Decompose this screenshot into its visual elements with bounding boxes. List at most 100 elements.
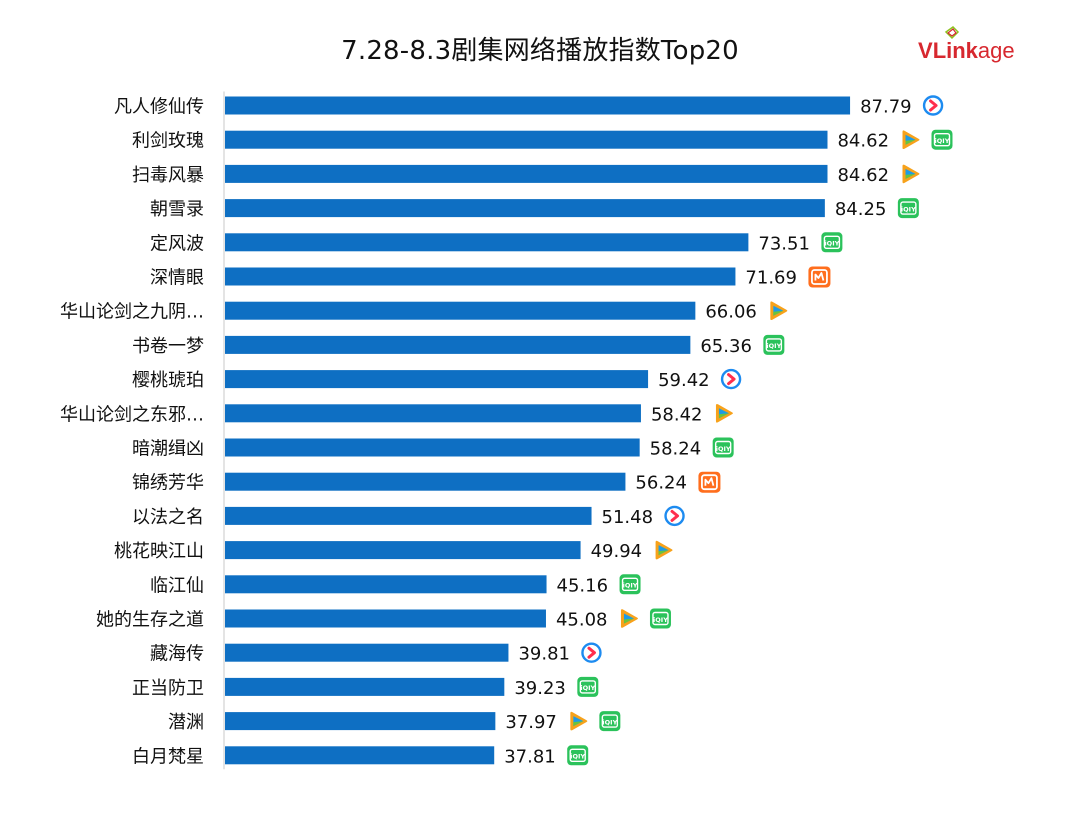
value-label: 39.81 — [518, 644, 570, 665]
bar — [225, 609, 546, 628]
bar — [225, 541, 581, 560]
iqiyi-icon: iQIY — [649, 608, 671, 629]
bar-row: 以法之名 51.48 — [132, 506, 654, 528]
bar-row: 凡人修仙传 87.79 — [114, 96, 912, 118]
value-label: 84.62 — [837, 131, 889, 152]
value-label: 58.42 — [651, 404, 703, 425]
category-label: 白月梵星 — [132, 746, 204, 767]
svg-text:iQIY: iQIY — [901, 205, 916, 213]
bar — [225, 677, 505, 696]
bar-row: 桃花映江山 49.94 — [114, 541, 642, 562]
svg-text:iQIY: iQIY — [623, 582, 638, 590]
bar-row: 潜渊 37.97 — [168, 712, 557, 733]
tencent-video-icon — [902, 164, 920, 184]
svg-text:iQIY: iQIY — [580, 684, 595, 692]
tencent-video-icon — [570, 711, 588, 731]
youku-icon — [720, 368, 742, 390]
bar — [225, 335, 691, 354]
iqiyi-icon: iQIY — [567, 745, 589, 766]
bar-row: 锦绣芳华 56.24 — [132, 472, 687, 494]
value-label: 37.81 — [504, 746, 556, 767]
svg-text:iQIY: iQIY — [570, 753, 585, 761]
vlinkage-logo: VLinkage — [918, 26, 1028, 66]
bar — [225, 472, 626, 491]
value-label: 65.36 — [700, 336, 752, 357]
category-label: 定风波 — [150, 233, 204, 254]
value-label: 56.24 — [635, 473, 687, 494]
category-label: 锦绣芳华 — [132, 473, 204, 494]
bar-row: 定风波 73.51 — [150, 233, 810, 254]
bar — [225, 506, 592, 525]
bar-row: 白月梵星 37.81 — [132, 746, 556, 767]
bar-row: 樱桃琥珀 59.42 — [132, 370, 710, 391]
value-label: 58.24 — [650, 439, 702, 460]
svg-text:iQIY: iQIY — [766, 342, 781, 350]
svg-text:iQIY: iQIY — [935, 137, 950, 145]
iqiyi-icon: iQIY — [931, 129, 953, 150]
youku-icon — [581, 642, 602, 663]
bar — [225, 438, 640, 457]
value-label: 66.06 — [705, 302, 757, 323]
category-label: 深情眼 — [150, 268, 204, 289]
category-label: 华山论剑之东邪… — [60, 404, 204, 425]
category-label: 她的生存之道 — [96, 610, 204, 631]
category-label: 华山论剑之九阴… — [60, 302, 204, 323]
category-label: 凡人修仙传 — [114, 97, 204, 118]
bar-row: 华山论剑之东邪… 58.42 — [60, 404, 702, 425]
category-label: 利剑玫瑰 — [132, 131, 204, 152]
bar — [225, 712, 496, 731]
bar — [225, 130, 828, 149]
svg-text:iQIY: iQIY — [716, 445, 731, 453]
bar-row: 书卷一梦 65.36 — [132, 335, 752, 357]
bar-row: 利剑玫瑰 84.62 — [132, 130, 889, 152]
iqiyi-icon: iQIY — [619, 574, 641, 595]
iqiyi-icon: iQIY — [712, 437, 734, 458]
value-label: 45.08 — [556, 610, 608, 631]
bar-row: 暗潮缉凶 58.24 — [132, 438, 702, 460]
value-label: 59.42 — [658, 370, 710, 391]
bar — [225, 404, 641, 423]
bar — [225, 301, 696, 320]
youku-icon — [922, 95, 944, 116]
iqiyi-icon: iQIY — [897, 198, 919, 219]
bar-row: 正当防卫 39.23 — [132, 677, 566, 699]
category-label: 扫毒风暴 — [132, 165, 204, 186]
value-label: 51.48 — [602, 507, 654, 528]
bar — [225, 370, 649, 389]
tencent-video-icon — [715, 403, 733, 423]
bar-row: 深情眼 71.69 — [150, 267, 797, 289]
svg-text:iQIY: iQIY — [602, 718, 617, 726]
bar-row: 藏海传 39.81 — [150, 643, 570, 665]
bar-row: 扫毒风暴 84.62 — [132, 164, 889, 186]
category-label: 书卷一梦 — [132, 336, 204, 357]
bar — [225, 575, 547, 594]
iqiyi-icon: iQIY — [577, 676, 599, 697]
category-label: 以法之名 — [132, 507, 204, 528]
bar-row: 她的生存之道 45.08 — [96, 609, 608, 631]
bar — [225, 164, 828, 183]
bar — [225, 233, 749, 252]
youku-icon — [664, 505, 685, 527]
category-label: 临江仙 — [150, 575, 204, 596]
iqiyi-icon: iQIY — [821, 232, 843, 253]
value-label: 39.23 — [514, 678, 566, 699]
tencent-video-icon — [655, 540, 673, 560]
category-label: 藏海传 — [150, 644, 204, 665]
bar — [225, 199, 825, 218]
value-label: 84.25 — [835, 199, 887, 220]
tencent-video-icon — [902, 130, 920, 150]
mgtv-icon — [808, 266, 831, 288]
iqiyi-icon: iQIY — [599, 711, 621, 732]
bar — [225, 96, 851, 115]
category-label: 潜渊 — [168, 712, 204, 733]
logo-mark-icon — [944, 26, 960, 40]
value-label: 87.79 — [860, 97, 912, 118]
bar-row: 华山论剑之九阴… 66.06 — [60, 301, 757, 323]
category-label: 桃花映江山 — [114, 541, 204, 562]
tencent-video-icon — [620, 609, 638, 628]
category-label: 暗潮缉凶 — [132, 439, 204, 460]
value-label: 37.97 — [505, 712, 557, 733]
bar-row: 临江仙 45.16 — [150, 575, 608, 596]
tencent-video-icon — [770, 301, 788, 321]
